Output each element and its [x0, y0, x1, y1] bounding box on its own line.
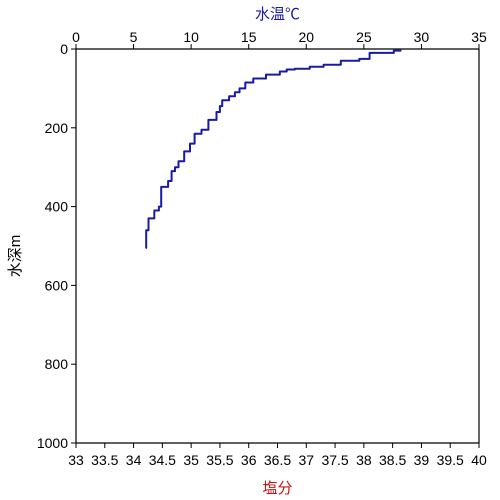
plot-frame	[75, 48, 480, 444]
temperature-profile-point	[308, 67, 311, 70]
bottom-axis-tick-label: 35.5	[206, 452, 233, 468]
left-axis-title: 水深m	[7, 235, 24, 278]
bottom-axis-tick-label: 34.5	[149, 452, 176, 468]
left-axis: 0 200 400 600 800 1000	[37, 41, 76, 451]
temperature-profile-point	[293, 68, 296, 71]
bottom-axis-tick-label: 35	[183, 452, 199, 468]
temperature-profile-point	[158, 209, 160, 212]
temperature-profile-point	[207, 128, 210, 131]
bottom-axis-tick-label: 38.5	[379, 452, 406, 468]
bottom-axis: 33 33.5 34 34.5 35 35.5 36 36.5 37 37.5 38 38.5 39 39…	[68, 443, 487, 468]
temperature-profile-point	[153, 217, 156, 220]
temperature-profile-point	[228, 99, 231, 102]
top-axis: 0 5 10 15 20 25 30 35	[72, 29, 487, 49]
left-axis-tick-label: 400	[45, 199, 69, 215]
bottom-axis-tick-label: 38	[356, 452, 372, 468]
temperature-profile-point	[200, 132, 203, 135]
temperature-profile-point	[167, 186, 170, 188]
temperature-profile-point	[160, 205, 163, 208]
bottom-axis-tick-label: 39.5	[437, 452, 464, 468]
bottom-axis-tick-label: 33.5	[91, 452, 118, 468]
temperature-profile-point	[215, 119, 218, 121]
temperature-profile-point	[174, 170, 176, 173]
temperature-profile-point	[399, 49, 402, 52]
top-axis-tick-label: 15	[241, 29, 257, 45]
temperature-profile-point	[183, 160, 186, 163]
temperature-profile-point	[177, 166, 180, 169]
bottom-axis-tick-label: 40	[471, 452, 487, 468]
top-axis-tick-label: 0	[72, 29, 80, 45]
temperature-profile-point	[233, 95, 236, 98]
temperature-profile-point	[145, 247, 148, 249]
left-axis-tick-label: 800	[45, 356, 69, 372]
bottom-axis-title: 塩分	[262, 480, 292, 497]
temperature-profile-point	[339, 63, 342, 66]
left-axis-tick-label: 600	[45, 277, 69, 293]
top-axis-tick-label: 5	[130, 29, 138, 45]
temperature-profile-point	[252, 81, 255, 84]
left-axis-tick-label: 0	[60, 41, 68, 57]
top-axis-tick-label: 20	[298, 29, 314, 45]
temperature-profile-point	[219, 111, 221, 113]
temperature-profile-point	[322, 65, 325, 68]
bottom-axis-tick-label: 34	[126, 452, 142, 468]
temperature-profile-point	[368, 57, 371, 60]
top-axis-title: 水温℃	[255, 6, 300, 23]
temperature-profile-point	[285, 70, 288, 73]
bottom-axis-tick-label: 37	[298, 452, 314, 468]
bottom-axis-tick-label: 33	[68, 452, 84, 468]
temperature-profile-point	[238, 91, 241, 94]
temperature-profile-point	[221, 105, 224, 108]
top-axis-tick-label: 35	[471, 29, 487, 45]
bottom-axis-tick-label: 36.5	[264, 452, 291, 468]
top-axis-tick-label: 30	[414, 29, 430, 45]
top-axis-tick-label: 25	[356, 29, 372, 45]
temperature-profile-point	[278, 73, 281, 76]
temperature-profile-point	[170, 180, 173, 182]
top-axis-tick-label: 10	[183, 29, 199, 45]
temperature-profile-point	[244, 87, 247, 90]
bottom-axis-tick-label: 39	[414, 452, 430, 468]
series-group	[145, 49, 402, 249]
left-axis-tick-label: 200	[45, 120, 69, 136]
temperature-profile-point	[147, 229, 150, 232]
bottom-axis-tick-label: 37.5	[321, 452, 348, 468]
temperature-profile-point	[392, 52, 395, 54]
temperature-profile-point	[358, 59, 361, 62]
temperature-profile-point	[193, 142, 196, 145]
left-axis-tick-label: 1000	[37, 435, 68, 451]
bottom-axis-tick-label: 36	[241, 452, 257, 468]
temperature-profile-point	[189, 150, 191, 153]
temperature-profile-point	[265, 77, 267, 80]
temperature-profile-line	[145, 49, 401, 248]
